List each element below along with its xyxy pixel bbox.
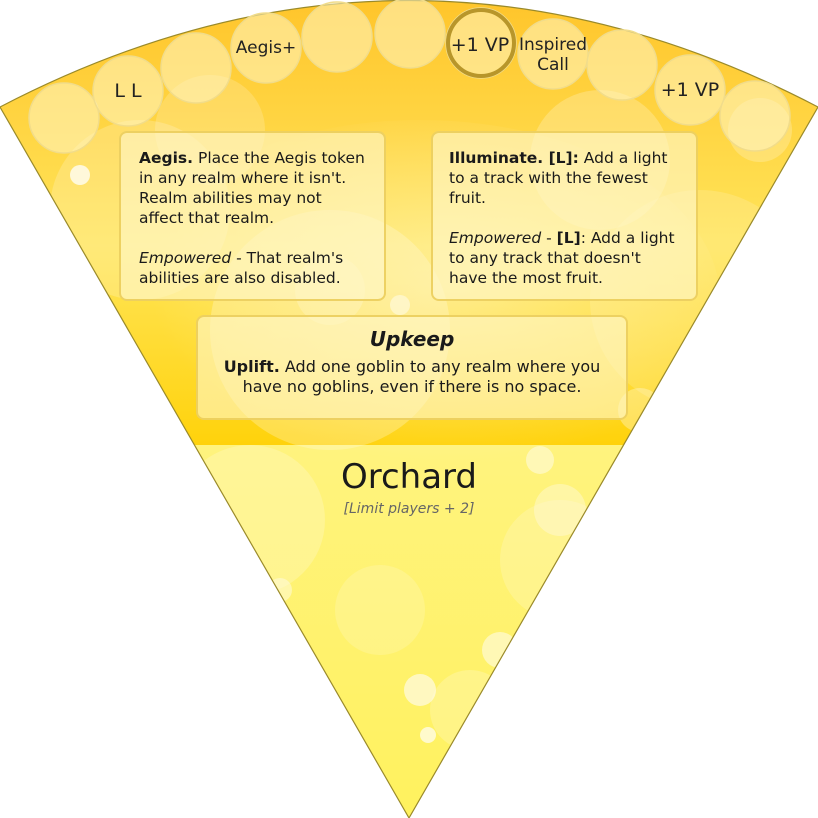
current-slot-ring	[446, 8, 516, 78]
aegis-ability-box: Aegis. Place the Aegis token in any real…	[119, 131, 386, 301]
illuminate-text: Add a light to a track with the fewest f…	[449, 149, 668, 207]
slot-label-9: +1 VP	[660, 79, 720, 101]
illuminate-empowered-label: Empowered	[449, 229, 542, 247]
upkeep-box: Upkeep Uplift. Add one goblin to any rea…	[196, 315, 628, 420]
slot-label-6: +1 VP	[450, 34, 510, 56]
illuminate-empowered-cost: [L]	[556, 229, 581, 247]
upkeep-title: Upkeep	[369, 327, 455, 351]
illuminate-empowered-sep: -	[546, 229, 552, 247]
track-slot-2	[160, 32, 232, 104]
upkeep-text: Add one goblin to any realm where you ha…	[242, 357, 601, 396]
aegis-name: Aegis.	[139, 149, 194, 167]
track-slot-1	[92, 55, 164, 127]
track-slot-9	[654, 54, 726, 126]
illuminate-empowered-text: : Add a light to any track that doesn't …	[449, 229, 675, 287]
illuminate-ability-box: Illuminate. [L]: Add a light to a track …	[431, 131, 698, 301]
aegis-text: Place the Aegis token in any realm where…	[139, 149, 365, 227]
realm-name: Orchard	[340, 457, 478, 497]
track-slot-10	[719, 80, 791, 152]
slot-label-7: Inspired Call	[518, 35, 588, 75]
upkeep-name: Uplift.	[223, 357, 280, 376]
aegis-empowered-label: Empowered	[139, 249, 232, 267]
aegis-empowered-text: - That realm's abilities are also disabl…	[139, 249, 344, 287]
track-slots	[28, 0, 791, 154]
slot-label-1: L L	[114, 80, 142, 102]
realm-limit: [Limit players + 2]	[343, 501, 475, 517]
track-slot-0	[28, 82, 100, 154]
track-slot-5	[374, 0, 446, 69]
track-slot-4	[301, 1, 373, 73]
track-slot-8	[586, 29, 658, 101]
illuminate-name: Illuminate. [L]:	[449, 149, 579, 167]
track-slot-3	[230, 12, 302, 84]
slot-label-3: Aegis+	[235, 38, 297, 58]
